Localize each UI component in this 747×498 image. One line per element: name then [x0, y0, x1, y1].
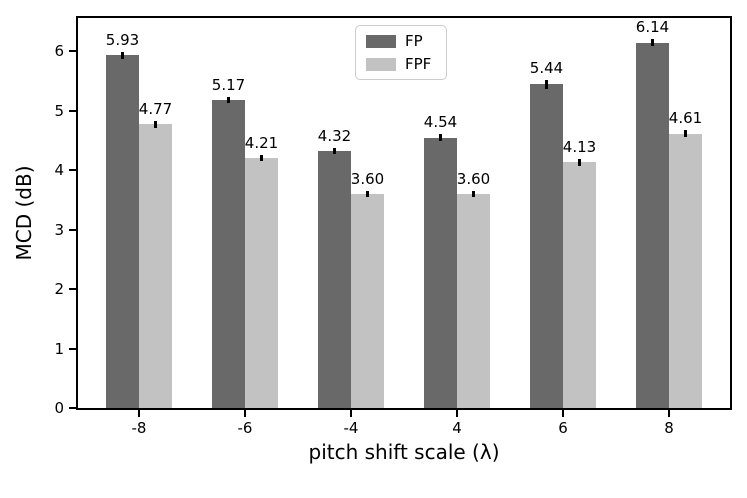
- x-tick-label: -6: [237, 419, 253, 437]
- error-bar-FPF-4: [472, 190, 475, 197]
- y-tick: [69, 228, 76, 231]
- bar-FPF--8: [139, 124, 172, 408]
- bar-value-label: 4.77: [138, 99, 173, 118]
- error-bar-FPF--8: [154, 120, 157, 128]
- x-tick: [456, 410, 458, 417]
- error-bar-FP-4: [439, 134, 442, 142]
- x-tick-label: -8: [131, 419, 147, 437]
- legend-label-fp: FP: [405, 32, 423, 50]
- bar-value-label: 3.60: [456, 169, 491, 188]
- x-tick: [350, 410, 352, 417]
- y-tick: [69, 50, 76, 53]
- x-tick: [244, 410, 246, 417]
- bar-FP-8: [636, 42, 669, 408]
- error-bar-FPF-6: [578, 158, 581, 166]
- axes-frame: [76, 16, 732, 410]
- error-bar-FP--4: [333, 148, 336, 154]
- bar-value-label: 5.44: [529, 59, 564, 78]
- y-tick: [69, 169, 76, 172]
- bar-FP--6: [212, 100, 245, 408]
- error-bar-FP--6: [227, 97, 230, 104]
- y-tick: [69, 288, 76, 291]
- error-bar-FPF--4: [366, 190, 369, 197]
- legend-item-fp: FP: [366, 33, 436, 49]
- y-tick-label: 3: [54, 220, 64, 239]
- bar-value-label: 5.93: [105, 30, 140, 49]
- y-tick: [69, 347, 76, 350]
- legend-item-fpf: FPF: [366, 56, 436, 72]
- y-tick-label: 4: [54, 161, 64, 180]
- y-tick-label: 0: [54, 399, 64, 417]
- y-tick-label: 2: [54, 280, 64, 299]
- bar-FPF--4: [351, 193, 384, 408]
- bar-FPF-8: [669, 133, 702, 408]
- bar-value-label: 4.21: [244, 133, 279, 152]
- bar-FP-6: [530, 84, 563, 408]
- x-tick-label: 4: [452, 419, 462, 437]
- bar-value-label: 4.13: [562, 137, 597, 156]
- bar-value-label: 4.61: [668, 109, 703, 128]
- y-tick-label: 5: [54, 101, 64, 120]
- x-tick: [138, 410, 140, 417]
- bar-FPF-4: [457, 193, 490, 408]
- bar-value-label: 6.14: [635, 18, 670, 37]
- bar-value-label: 5.17: [211, 76, 246, 95]
- legend: FP FPF: [355, 25, 447, 80]
- error-bar-FP-8: [651, 39, 654, 47]
- x-tick-label: -4: [343, 419, 359, 437]
- y-tick: [69, 109, 76, 112]
- x-tick: [562, 410, 564, 417]
- bar-FPF--6: [245, 157, 278, 408]
- error-bar-FP--8: [121, 51, 124, 59]
- x-tick-label: 6: [558, 419, 568, 437]
- error-bar-FPF--6: [260, 154, 263, 161]
- bar-value-label: 3.60: [350, 169, 385, 188]
- x-axis-label: pitch shift scale (λ): [308, 440, 500, 464]
- y-tick-label: 1: [54, 339, 64, 358]
- bar-FP--8: [106, 55, 139, 408]
- bar-FP--4: [318, 151, 351, 408]
- legend-label-fpf: FPF: [405, 55, 432, 73]
- y-tick-label: 6: [54, 42, 64, 61]
- bar-value-label: 4.32: [317, 127, 352, 146]
- error-bar-FP-6: [545, 80, 548, 89]
- error-bar-FPF-8: [684, 130, 687, 138]
- x-tick-label: 8: [664, 419, 674, 437]
- bar-FPF-6: [563, 162, 596, 408]
- fp-color-swatch: [366, 34, 396, 48]
- bar-FP-4: [424, 137, 457, 408]
- bar-value-label: 4.54: [423, 113, 458, 132]
- y-tick: [69, 407, 76, 409]
- fpf-color-swatch: [366, 57, 396, 71]
- x-tick: [668, 410, 670, 417]
